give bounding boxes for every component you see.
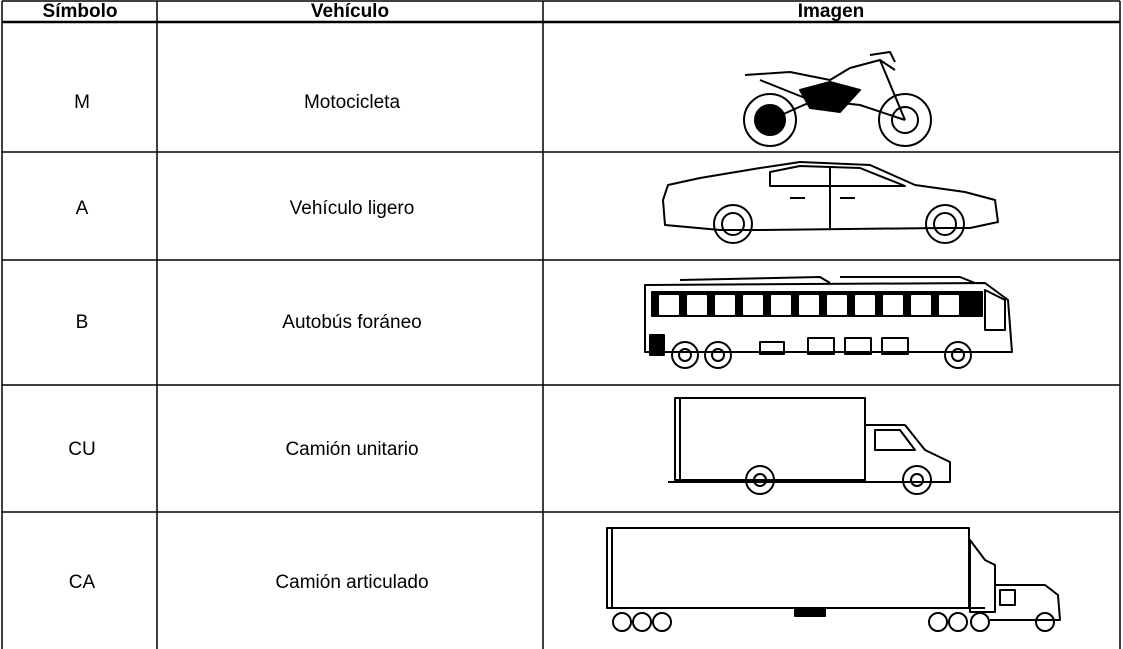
header-cell: Vehículo — [311, 1, 389, 22]
symbol-cell: M — [74, 92, 90, 113]
box-truck-image — [668, 397, 951, 495]
header-cell: Símbolo — [43, 1, 118, 22]
header-cell: Imagen — [798, 1, 865, 22]
semi-truck-image — [606, 527, 1061, 632]
symbol-cell: A — [76, 198, 89, 219]
vehicle-cell: Vehículo ligero — [290, 198, 415, 219]
bus-image — [644, 276, 1013, 369]
symbol-cell: CA — [69, 572, 96, 593]
vehicle-cell: Camión unitario — [285, 439, 418, 460]
car-image — [662, 161, 999, 244]
vehicle-cell: Camión articulado — [275, 572, 428, 593]
symbol-cell: B — [76, 312, 89, 333]
vehicle-cell: Motocicleta — [304, 92, 401, 113]
symbol-cell: CU — [68, 439, 95, 460]
motorcycle-image — [743, 51, 932, 147]
vehicle-cell: Autobús foráneo — [282, 312, 421, 333]
